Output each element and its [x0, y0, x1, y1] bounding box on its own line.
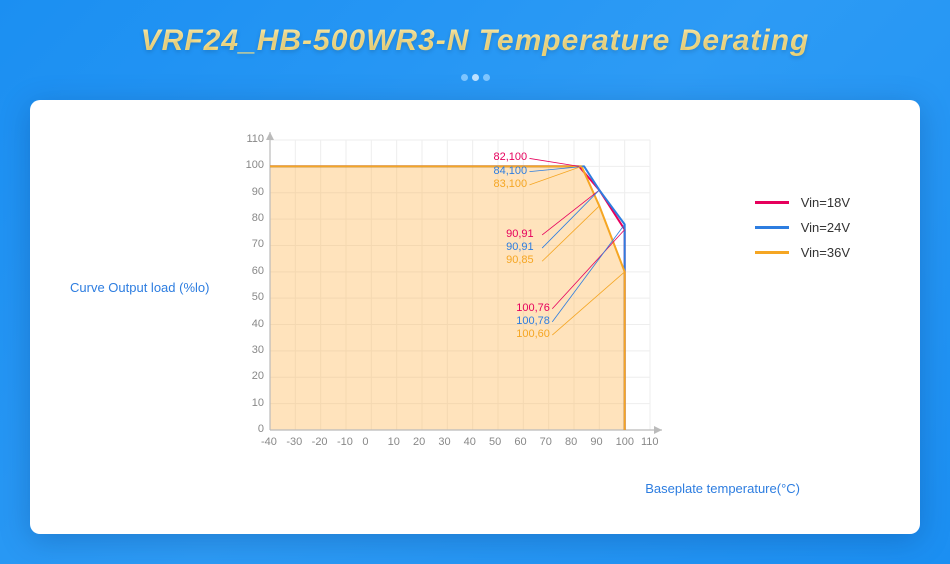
y-tick-label: 20	[252, 370, 264, 382]
legend-item: Vin=24V	[755, 220, 850, 235]
data-annotation: 100,60	[516, 328, 550, 340]
legend-swatch	[755, 226, 789, 229]
y-tick-label: 50	[252, 291, 264, 303]
data-annotation: 100,76	[516, 302, 550, 314]
x-tick-label: 70	[540, 436, 552, 448]
legend-label: Vin=24V	[801, 220, 850, 235]
x-tick-label: 50	[489, 436, 501, 448]
x-tick-label: -40	[261, 436, 277, 448]
legend-swatch	[755, 201, 789, 204]
x-tick-label: 100	[616, 436, 634, 448]
y-tick-label: 0	[258, 423, 264, 435]
y-tick-label: 80	[252, 212, 264, 224]
decorative-dots	[0, 68, 950, 86]
legend-swatch	[755, 251, 789, 254]
y-tick-label: 90	[252, 186, 264, 198]
data-annotation: 83,100	[493, 178, 527, 190]
x-tick-label: 0	[362, 436, 368, 448]
x-tick-label: 10	[388, 436, 400, 448]
data-annotation: 90,91	[506, 228, 534, 240]
x-tick-label: -10	[337, 436, 353, 448]
y-tick-label: 10	[252, 397, 264, 409]
x-tick-label: 60	[514, 436, 526, 448]
x-tick-label: 30	[438, 436, 450, 448]
data-annotation: 90,85	[506, 254, 534, 266]
plot-area: 82,10084,10083,10090,9190,9190,85100,761…	[240, 130, 670, 460]
y-tick-label: 70	[252, 238, 264, 250]
legend-item: Vin=36V	[755, 245, 850, 260]
x-tick-label: 40	[464, 436, 476, 448]
x-axis-label: Baseplate temperature(°C)	[645, 481, 800, 496]
legend-label: Vin=18V	[801, 195, 850, 210]
y-tick-label: 40	[252, 318, 264, 330]
x-tick-label: 90	[590, 436, 602, 448]
y-axis-label: Curve Output load (%lo)	[70, 280, 209, 295]
x-tick-label: -30	[286, 436, 302, 448]
y-tick-label: 110	[246, 133, 264, 145]
x-tick-label: -20	[312, 436, 328, 448]
data-annotation: 100,78	[516, 315, 550, 327]
legend-label: Vin=36V	[801, 245, 850, 260]
page-title: VRF24_HB-500WR3-N Temperature Derating	[0, 0, 950, 58]
data-annotation: 84,100	[493, 165, 527, 177]
y-tick-label: 30	[252, 344, 264, 356]
x-tick-label: 110	[641, 436, 659, 448]
y-tick-label: 60	[252, 265, 264, 277]
chart-card: Curve Output load (%lo) Baseplate temper…	[30, 100, 920, 534]
x-tick-label: 20	[413, 436, 425, 448]
legend-item: Vin=18V	[755, 195, 850, 210]
x-tick-label: 80	[565, 436, 577, 448]
y-tick-label: 100	[246, 159, 264, 171]
data-annotation: 90,91	[506, 241, 534, 253]
data-annotation: 82,100	[493, 151, 527, 163]
legend: Vin=18V Vin=24V Vin=36V	[755, 195, 850, 270]
